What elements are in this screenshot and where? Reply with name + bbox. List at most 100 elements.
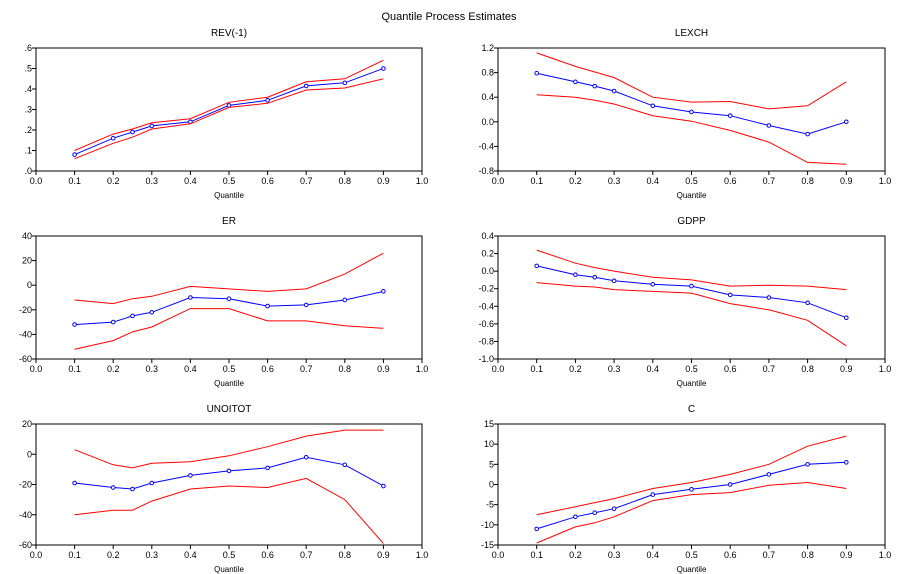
estimate-point (612, 507, 616, 511)
y-tick-label: 10 (484, 439, 494, 449)
y-tick-label: -0.4 (478, 301, 494, 311)
estimate-point (189, 296, 193, 300)
y-tick-label: 0 (27, 280, 32, 290)
y-tick-label: -20 (19, 480, 32, 490)
x-tick-label: 0.0 (492, 176, 505, 186)
estimate-point (767, 473, 771, 477)
estimate-point (690, 110, 694, 114)
y-tick-label: -15 (481, 540, 494, 550)
x-tick-label: 0.8 (801, 364, 814, 374)
estimate-point (845, 316, 849, 320)
x-tick-label: 0.0 (30, 364, 43, 374)
x-tick-label: 0.1 (530, 364, 543, 374)
estimate-point (227, 104, 231, 108)
x-tick-label: 0.6 (724, 176, 737, 186)
y-tick-label: -60 (19, 354, 32, 364)
y-tick-label: -0.6 (478, 319, 494, 329)
x-tick-label: 0.8 (339, 364, 352, 374)
x-tick-label: 0.6 (261, 364, 274, 374)
y-tick-label: 20 (22, 419, 32, 429)
x-tick-label: 0.9 (840, 550, 853, 560)
panel-title: REV(-1) (211, 28, 247, 39)
estimate-point (535, 71, 539, 75)
y-tick-label: 40 (22, 231, 32, 241)
x-tick-label: 0.7 (763, 550, 776, 560)
x-tick-label: 0.6 (261, 176, 274, 186)
x-tick-label: 0.7 (300, 364, 313, 374)
x-tick-label: 0.2 (569, 550, 582, 560)
y-tick-label: -0.8 (478, 336, 494, 346)
figure-title: Quantile Process Estimates (381, 11, 517, 23)
x-tick-label: 0.3 (146, 176, 159, 186)
y-tick-label: -0.8 (478, 166, 494, 176)
plot-frame (36, 48, 422, 171)
estimate-point (227, 297, 231, 301)
estimate-point (806, 301, 810, 305)
y-tick-label: -60 (19, 540, 32, 550)
x-tick-label: 1.0 (879, 550, 892, 560)
series-line-estimate (75, 291, 384, 324)
estimate-point (728, 483, 732, 487)
estimate-point (343, 298, 347, 302)
estimate-point (382, 484, 386, 488)
estimate-point (343, 81, 347, 85)
x-tick-label: 0.2 (569, 176, 582, 186)
series-line-lower (537, 95, 847, 165)
estimate-point (382, 67, 386, 71)
estimate-point (593, 275, 597, 279)
plot-frame (36, 424, 422, 545)
estimate-point (728, 114, 732, 118)
series-line-estimate (537, 462, 847, 529)
estimate-point (806, 132, 810, 136)
y-tick-label: .4 (24, 84, 32, 94)
estimate-point (845, 461, 849, 465)
estimate-point (111, 320, 115, 324)
series-line-upper (75, 253, 384, 303)
x-tick-label: 0.5 (223, 550, 236, 560)
x-tick-label: 0.2 (569, 364, 582, 374)
series-line-upper (537, 250, 847, 290)
estimate-point (593, 84, 597, 88)
x-tick-label: 1.0 (879, 176, 892, 186)
y-tick-label: 0.0 (481, 117, 494, 127)
y-tick-label: .6 (24, 43, 32, 53)
series-line-estimate (537, 266, 847, 318)
estimate-point (73, 481, 77, 485)
estimate-point (535, 264, 539, 268)
estimate-point (131, 314, 135, 318)
y-tick-label: 0.0 (481, 266, 494, 276)
x-tick-label: 0.0 (492, 550, 505, 560)
x-tick-label: 1.0 (416, 550, 429, 560)
series-line-lower (75, 309, 384, 350)
x-tick-label: 0.1 (68, 176, 81, 186)
estimate-point (304, 303, 308, 307)
estimate-point (574, 80, 578, 84)
x-tick-label: 0.9 (840, 176, 853, 186)
x-tick-label: 0.2 (107, 176, 120, 186)
x-axis-label: Quantile (677, 379, 707, 388)
estimate-point (111, 486, 115, 490)
y-tick-label: -0.4 (478, 141, 494, 151)
panel-gdpp: GDPP0.0 0.1 0.2 0.3 0.4 0.5 0.6 0.7 0.8 0.9 1.0-1.… (478, 216, 891, 388)
x-tick-label: 0.4 (184, 176, 197, 186)
estimate-point (189, 474, 193, 478)
estimate-point (651, 104, 655, 108)
x-tick-label: 0.3 (146, 550, 159, 560)
panel-rev-1: REV(-1) 0.0 0.1 0.2 0.3 0.4 0.5 0.6 0.7 0.8 0.9 1.0… (24, 28, 428, 200)
panel-title: ER (222, 216, 236, 227)
y-tick-label: 0.8 (481, 68, 494, 78)
x-tick-label: 0.7 (300, 176, 313, 186)
x-tick-label: 0.1 (530, 176, 543, 186)
x-tick-label: 0.8 (339, 176, 352, 186)
estimate-point (612, 279, 616, 283)
y-tick-label: .0 (24, 166, 32, 176)
x-tick-label: 1.0 (879, 364, 892, 374)
x-tick-label: 0.5 (685, 550, 698, 560)
estimate-point (382, 290, 386, 294)
x-tick-label: 0.9 (377, 364, 390, 374)
x-tick-label: 0.0 (30, 176, 43, 186)
y-tick-label: -20 (19, 305, 32, 315)
x-tick-label: 1.0 (416, 364, 429, 374)
x-tick-label: 1.0 (416, 176, 429, 186)
x-tick-label: 0.4 (647, 364, 660, 374)
